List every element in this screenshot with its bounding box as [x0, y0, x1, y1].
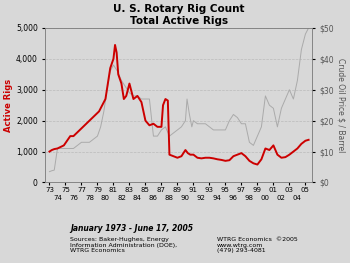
Text: Sources: Baker-Hughes, Energy
Information Administration (DOE),
WTRG Economics: Sources: Baker-Hughes, Energy Informatio… [70, 237, 177, 253]
Title: U. S. Rotary Rig Count
Total Active Rigs: U. S. Rotary Rig Count Total Active Rigs [113, 4, 244, 26]
Y-axis label: Active Rigs: Active Rigs [4, 79, 13, 132]
Text: January 1973 - June 17, 2005: January 1973 - June 17, 2005 [70, 224, 193, 232]
Text: WTRG Economics  ©2005
www.wtrg.com
(479) 293-4081: WTRG Economics ©2005 www.wtrg.com (479) … [217, 237, 298, 253]
Y-axis label: Crude Oil Price $ / Barrel: Crude Oil Price $ / Barrel [337, 58, 346, 152]
